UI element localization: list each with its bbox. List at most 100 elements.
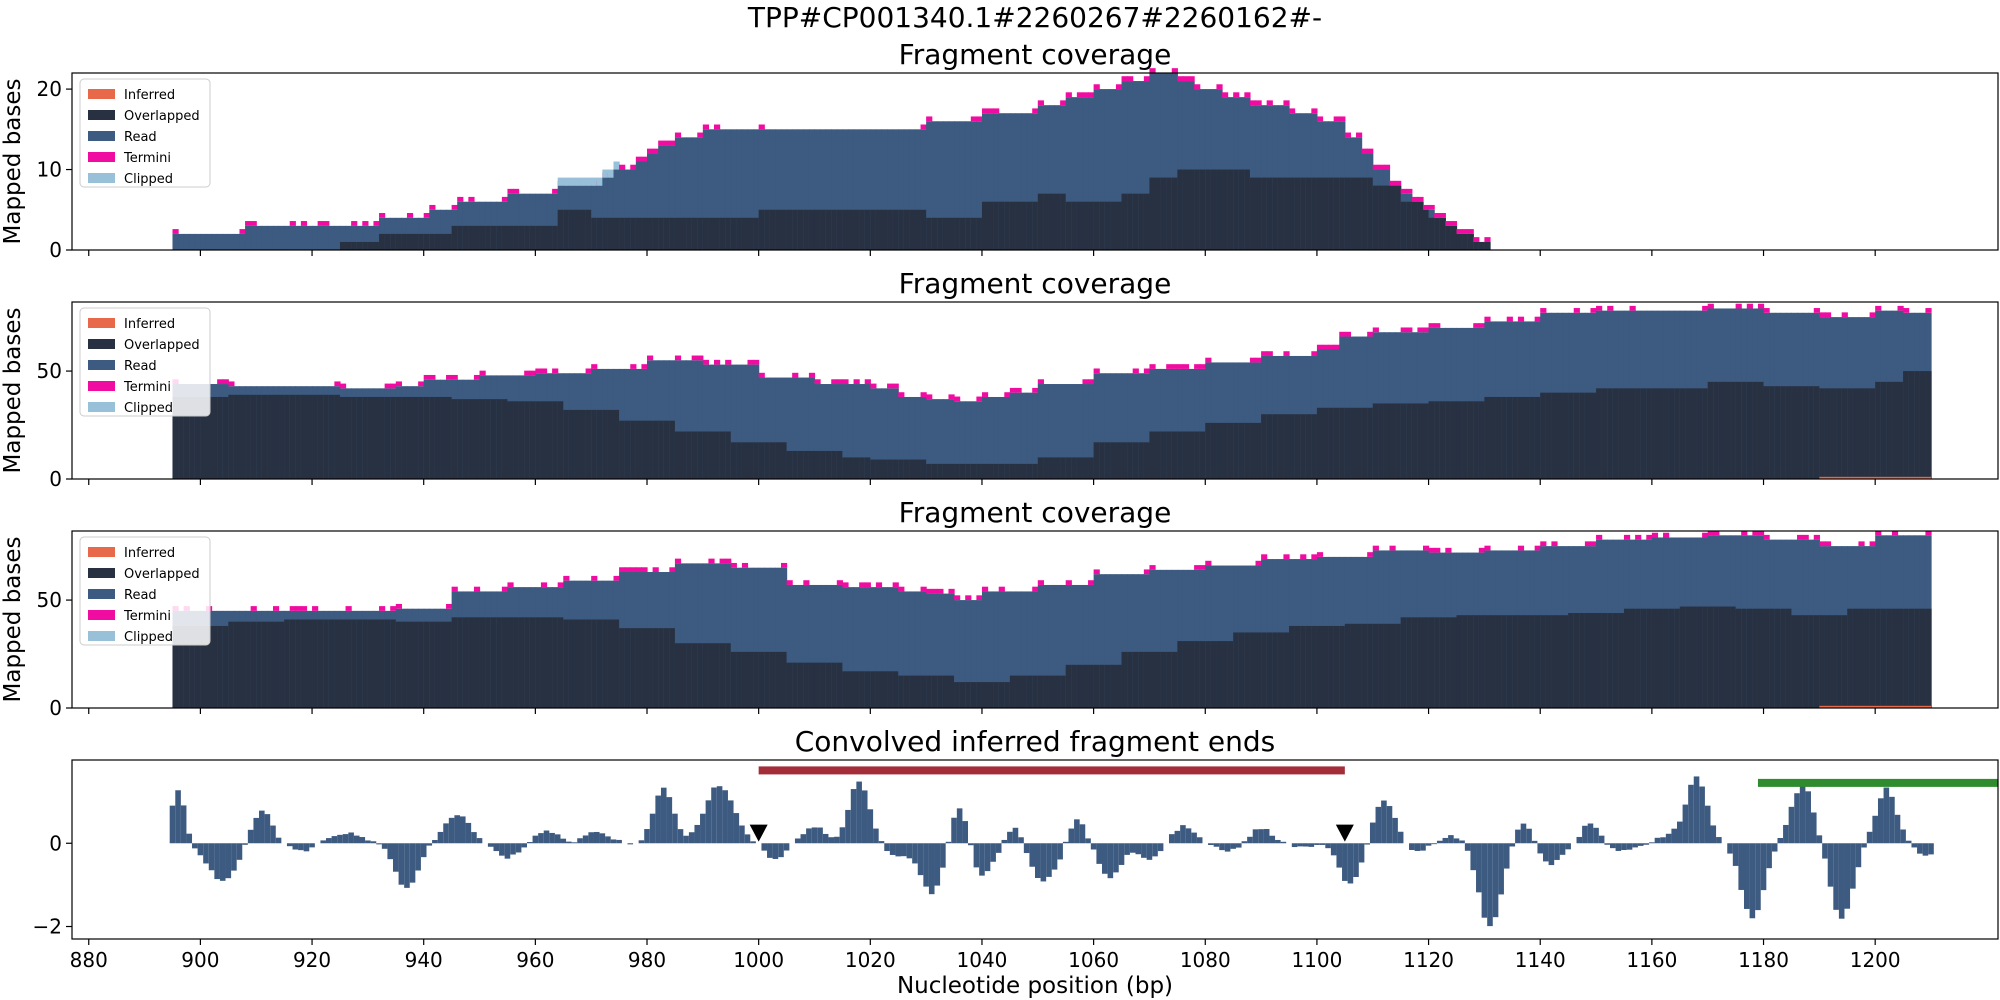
signal-bar — [794, 838, 801, 844]
overlapped-bar — [1584, 613, 1592, 708]
overlapped-bar — [1724, 381, 1731, 479]
overlapped-bar — [423, 233, 430, 250]
termini-bar — [674, 132, 682, 138]
overlapped-bar — [418, 621, 425, 708]
overlapped-bar — [1115, 201, 1123, 250]
termini-bar — [691, 355, 698, 361]
termini-bar — [920, 392, 927, 397]
read-bar — [736, 364, 743, 479]
overlapped-bar — [429, 233, 436, 250]
termini-bar — [1149, 364, 1156, 369]
termini-bar — [1283, 554, 1290, 560]
overlapped-bar — [764, 209, 771, 250]
read-bar — [842, 129, 849, 250]
overlapped-bar — [261, 394, 268, 479]
overlapped-bar — [518, 401, 525, 479]
read-bar — [948, 121, 955, 250]
overlapped-bar — [1450, 225, 1458, 250]
termini-bar — [362, 221, 369, 226]
overlapped-bar — [842, 671, 849, 708]
overlapped-bar — [842, 457, 849, 479]
overlapped-bar — [345, 396, 352, 479]
read-bar — [1104, 574, 1111, 708]
overlapped-bar — [976, 682, 983, 708]
termini-bar — [1763, 308, 1770, 313]
read-bar — [898, 129, 905, 250]
overlapped-bar — [479, 399, 486, 479]
overlapped-bar — [1115, 442, 1123, 479]
overlapped-bar — [490, 399, 497, 479]
overlapped-bar — [1054, 675, 1061, 708]
signal-bar — [1509, 843, 1516, 847]
signal-bar — [1520, 823, 1527, 844]
read-bar — [825, 584, 832, 708]
overlapped-bar — [1238, 632, 1245, 708]
overlapped-bar — [1249, 422, 1257, 479]
signal-bar — [1101, 843, 1108, 874]
termini-bar — [245, 221, 252, 226]
read-bar — [1060, 584, 1067, 708]
overlapped-bar — [808, 662, 816, 708]
signal-bar — [1805, 791, 1811, 844]
legend-label: Termini — [123, 151, 171, 166]
termini-bar — [647, 148, 654, 154]
overlapped-bar — [1199, 641, 1206, 708]
signal-bar — [1252, 829, 1259, 844]
read-bar — [708, 364, 715, 479]
signal-bar — [582, 835, 589, 844]
overlapped-bar — [1088, 457, 1095, 479]
read-bar — [981, 113, 989, 251]
overlapped-bar — [853, 671, 860, 708]
overlapped-bar — [847, 671, 855, 708]
overlapped-bar — [1886, 608, 1893, 708]
overlapped-bar — [1791, 386, 1798, 479]
signal-bar — [1928, 843, 1934, 855]
signal-bar — [1420, 843, 1426, 851]
y-tick-label: 20 — [37, 77, 62, 101]
signal-bar — [655, 795, 661, 844]
signal-bar — [683, 835, 689, 844]
read-bar — [1182, 81, 1190, 250]
signal-bar — [716, 786, 723, 844]
signal-bar — [1029, 843, 1035, 867]
overlapped-bar — [1383, 185, 1391, 250]
overlapped-bar — [1333, 407, 1340, 479]
termini-bar — [892, 383, 899, 389]
read-bar — [853, 587, 860, 708]
signal-bar — [1453, 838, 1460, 844]
overlapped-bar — [367, 619, 375, 708]
read-bar — [1076, 384, 1084, 479]
overlapped-bar — [1110, 664, 1117, 708]
overlapped-bar — [585, 209, 592, 250]
overlapped-bar — [546, 401, 553, 479]
read-bar — [808, 129, 816, 250]
overlapped-bar — [1406, 201, 1413, 250]
overlapped-bar — [725, 431, 732, 479]
signal-bar — [1816, 835, 1823, 844]
signal-bar — [1062, 841, 1069, 844]
signal-bar — [1732, 843, 1739, 866]
overlapped-bar — [719, 217, 726, 250]
overlapped-bar — [1132, 442, 1139, 479]
termini-bar — [758, 124, 765, 130]
overlapped-bar — [1233, 169, 1240, 250]
termini-bar — [552, 368, 559, 374]
overlapped-bar — [987, 201, 994, 250]
read-bar — [714, 563, 721, 708]
overlapped-bar — [501, 617, 509, 708]
overlapped-bar — [825, 662, 832, 708]
legend-swatch — [88, 631, 115, 641]
overlapped-bar — [1199, 169, 1206, 250]
read-bar — [1127, 81, 1134, 250]
overlapped-bar — [1099, 442, 1106, 479]
signal-bar — [1889, 796, 1895, 844]
overlapped-bar — [1015, 463, 1022, 479]
overlapped-bar — [909, 675, 916, 708]
overlapped-bar — [1579, 392, 1586, 479]
overlapped-bar — [563, 619, 570, 708]
overlapped-bar — [513, 617, 520, 708]
termini-bar — [1746, 303, 1753, 309]
signal-bar — [1191, 832, 1197, 844]
